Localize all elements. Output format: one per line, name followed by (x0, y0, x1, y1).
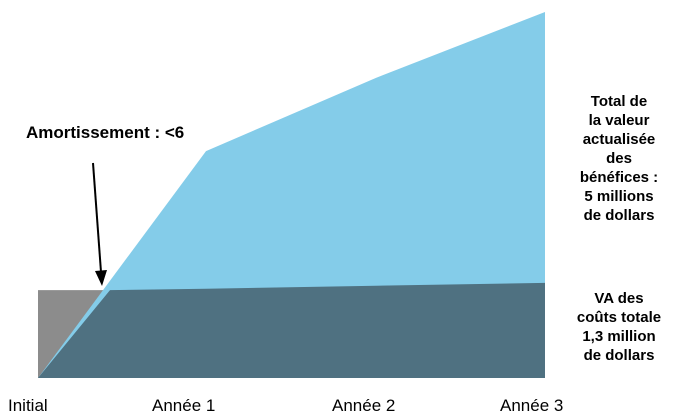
x-tick-annee-3: Année 3 (500, 396, 564, 415)
annotation-arrow-line (92, 162, 102, 273)
legend-costs-label: VA des coûts totale 1,3 million de dolla… (576, 290, 662, 364)
x-tick-annee-1: Année 1 (152, 396, 216, 415)
x-tick-annee-2: Année 2 (332, 396, 396, 415)
x-tick-initial: Initial (8, 396, 48, 415)
annotation-arrow-head (95, 270, 107, 286)
legend-benefits-label: Total de la valeur actualisée des bénéfi… (579, 93, 659, 224)
payback-annotation: Amortissement : <6 (26, 123, 185, 142)
costs-area (38, 282, 545, 378)
